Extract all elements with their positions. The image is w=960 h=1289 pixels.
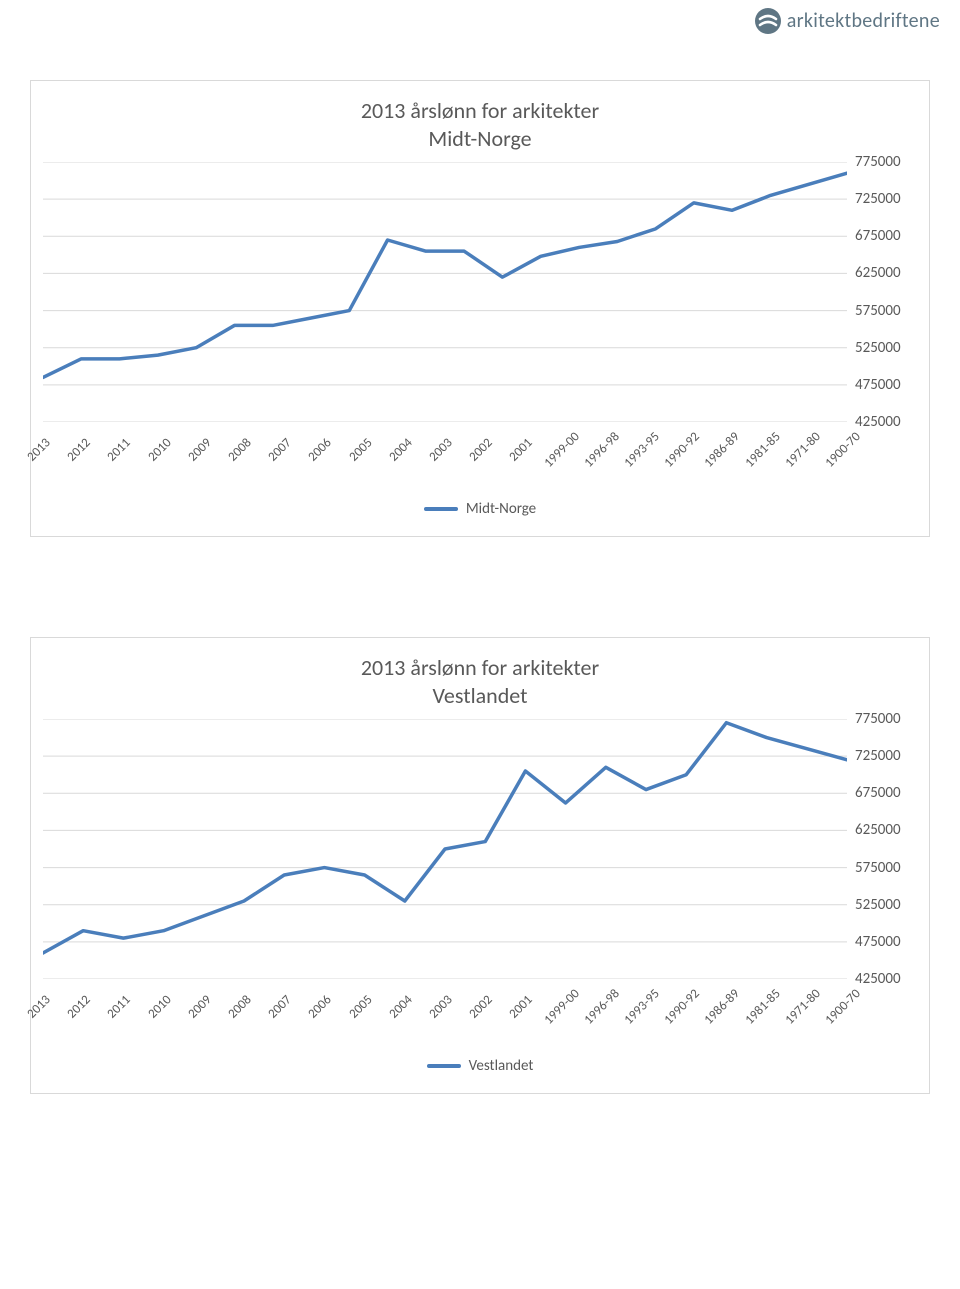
chart-legend: Vestlandet	[39, 1057, 921, 1075]
x-tick-label: 1993-95	[621, 986, 662, 1027]
y-tick-label: 775000	[855, 710, 901, 728]
x-tick-label: 2001	[507, 992, 536, 1021]
x-tick-label: 2013	[24, 992, 53, 1021]
chart-vestlandet: 2013 årslønn for arkitekter Vestlandet 4…	[30, 637, 930, 1094]
x-tick-label: 2002	[467, 992, 496, 1021]
x-tick-label: 2013	[24, 435, 53, 464]
legend-swatch	[424, 507, 458, 511]
x-tick-label: 2012	[65, 992, 94, 1021]
x-tick-label: 2012	[65, 435, 94, 464]
x-tick-label: 1996-98	[581, 429, 622, 470]
x-tick-label: 2007	[266, 435, 295, 464]
y-tick-label: 425000	[855, 413, 901, 431]
brand-logo: arkitektbedriftene	[755, 8, 940, 34]
x-axis-labels: 2013201220112010200920082007200620052004…	[39, 979, 851, 1029]
x-tick-label: 2011	[105, 435, 134, 464]
x-tick-label: 2008	[225, 992, 254, 1021]
chart-title: 2013 årslønn for arkitekter Midt-Norge	[39, 97, 921, 152]
chart-title: 2013 årslønn for arkitekter Vestlandet	[39, 654, 921, 709]
x-tick-label: 2008	[225, 435, 254, 464]
x-tick-label: 1990-92	[661, 986, 702, 1027]
x-tick-label: 2006	[306, 435, 335, 464]
x-tick-label: 1971-80	[782, 986, 823, 1027]
x-tick-label: 2003	[426, 992, 455, 1021]
y-tick-label: 625000	[855, 821, 901, 839]
legend-label: Midt-Norge	[466, 500, 536, 518]
y-tick-label: 725000	[855, 190, 901, 208]
plot-area	[43, 162, 847, 422]
y-tick-label: 475000	[855, 933, 901, 951]
y-tick-label: 525000	[855, 896, 901, 914]
chart-legend: Midt-Norge	[39, 500, 921, 518]
x-tick-label: 1971-80	[782, 429, 823, 470]
x-tick-label: 2004	[386, 992, 415, 1021]
legend-label: Vestlandet	[469, 1057, 534, 1075]
x-tick-label: 1981-85	[742, 986, 783, 1027]
y-tick-label: 775000	[855, 153, 901, 171]
y-tick-label: 575000	[855, 302, 901, 320]
y-tick-label: 675000	[855, 227, 901, 245]
legend-swatch	[427, 1064, 461, 1068]
x-tick-label: 1996-98	[581, 986, 622, 1027]
x-tick-label: 1990-92	[661, 429, 702, 470]
y-tick-label: 475000	[855, 376, 901, 394]
y-tick-label: 425000	[855, 970, 901, 988]
x-tick-label: 1999-00	[541, 986, 582, 1027]
x-tick-label: 2011	[105, 992, 134, 1021]
x-tick-label: 1999-00	[541, 429, 582, 470]
x-tick-label: 2005	[346, 435, 375, 464]
x-tick-label: 1993-95	[621, 429, 662, 470]
x-tick-label: 1900-70	[822, 429, 863, 470]
x-tick-label: 2004	[386, 435, 415, 464]
y-axis-labels: 4250004750005250005750006250006750007250…	[847, 719, 917, 979]
x-tick-label: 1900-70	[822, 986, 863, 1027]
x-tick-label: 1981-85	[742, 429, 783, 470]
y-tick-label: 725000	[855, 747, 901, 765]
brand-icon	[755, 8, 781, 34]
plot-area	[43, 719, 847, 979]
y-axis-labels: 4250004750005250005750006250006750007250…	[847, 162, 917, 422]
x-tick-label: 2010	[145, 435, 174, 464]
x-tick-label: 2010	[145, 992, 174, 1021]
x-tick-label: 2003	[426, 435, 455, 464]
y-tick-label: 575000	[855, 859, 901, 877]
y-tick-label: 525000	[855, 339, 901, 357]
y-tick-label: 625000	[855, 264, 901, 282]
brand-name: arkitektbedriftene	[787, 9, 940, 33]
x-tick-label: 2009	[185, 992, 214, 1021]
x-tick-label: 2009	[185, 435, 214, 464]
chart-midt-norge: 2013 årslønn for arkitekter Midt-Norge 4…	[30, 80, 930, 537]
x-tick-label: 2007	[266, 992, 295, 1021]
x-tick-label: 1986-89	[702, 429, 743, 470]
x-tick-label: 2002	[467, 435, 496, 464]
x-tick-label: 1986-89	[702, 986, 743, 1027]
x-tick-label: 2001	[507, 435, 536, 464]
x-tick-label: 2005	[346, 992, 375, 1021]
x-axis-labels: 2013201220112010200920082007200620052004…	[39, 422, 851, 472]
x-tick-label: 2006	[306, 992, 335, 1021]
y-tick-label: 675000	[855, 784, 901, 802]
